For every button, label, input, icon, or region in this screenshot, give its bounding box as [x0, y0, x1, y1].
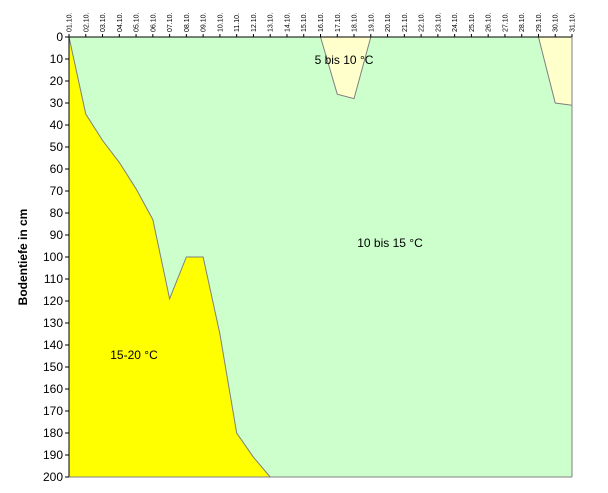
y-tick-label: 110 [44, 272, 63, 286]
y-tick-label: 170 [43, 404, 63, 418]
y-tick-label: 200 [43, 470, 63, 484]
y-tick-label: 130 [43, 316, 63, 330]
boundary-line-5-10-1 [320, 36, 372, 100]
x-tick-label: 24.10. [452, 12, 459, 32]
y-tick-label: 40 [50, 118, 64, 132]
region-labels: 15-20 °C 10 bis 15 °C 5 bis 10 °C [110, 53, 423, 362]
x-tick-label: 11.10. [234, 13, 241, 32]
y-tick-label: 70 [50, 184, 64, 198]
y-axis-ticks: 0 10 20 30 40 50 60 70 80 90 100 110 120 130 140 150 160… [43, 30, 69, 484]
x-tick-label: 29.10. [536, 12, 543, 32]
region-label-15-20: 15-20 °C [110, 348, 158, 362]
boundary-line-5-10-2 [537, 36, 573, 106]
x-tick-label: 28.10. [519, 12, 526, 32]
x-tick-label: 23.10. [435, 12, 442, 32]
x-tick-label: 26.10. [486, 12, 493, 32]
y-tick-label: 30 [50, 96, 64, 110]
x-tick-label: 01.10. [67, 12, 74, 32]
y-tick-label: 180 [43, 426, 63, 440]
y-tick-label: 90 [50, 228, 64, 242]
x-tick-label: 21.10. [402, 12, 409, 32]
boundary-line-15-20 [68, 36, 271, 478]
x-tick-label: 06.10. [150, 12, 157, 32]
x-tick-label: 25.10. [469, 12, 476, 32]
x-tick-label: 13.10. [268, 12, 275, 32]
x-tick-label: 03.10. [100, 12, 107, 32]
x-tick-label: 18.10. [352, 12, 359, 32]
x-tick-label: 20.10. [385, 12, 392, 32]
y-tick-label: 190 [43, 448, 63, 462]
y-tick-label: 80 [50, 206, 64, 220]
y-tick-label: 120 [43, 294, 63, 308]
y-tick-label: 150 [43, 360, 63, 374]
x-tick-label: 07.10. [167, 12, 174, 32]
temperature-regions [68, 36, 573, 478]
region-label-5-10: 5 bis 10 °C [315, 53, 374, 67]
region-label-10-15: 10 bis 15 °C [357, 236, 423, 250]
x-tick-label: 31.10. [570, 12, 577, 32]
y-tick-label: 100 [43, 250, 63, 264]
x-tick-label: 08.10. [184, 12, 191, 32]
x-tick-label: 19.10. [368, 12, 375, 32]
x-tick-label: 14.10. [284, 12, 291, 32]
x-tick-label: 17.10. [335, 12, 342, 32]
y-tick-label: 60 [50, 162, 64, 176]
y-tick-label: 0 [56, 30, 63, 44]
x-axis-ticks: 01.10. 02.10. 03.10. 04.10. 05.10. 06.10. 07.1… [67, 12, 577, 37]
x-tick-label: 02.10. [83, 12, 90, 32]
y-axis-title: Bodentiefe in cm [16, 209, 30, 306]
x-tick-label: 10.10. [217, 12, 224, 32]
region-5-10-patch-2 [538, 37, 572, 106]
x-tick-label: 16.10. [318, 12, 325, 32]
region-15-20 [69, 37, 271, 477]
y-tick-label: 160 [43, 382, 63, 396]
x-tick-label: 27.10. [502, 12, 509, 32]
x-tick-label: 30.10. [553, 12, 560, 32]
y-tick-label: 10 [50, 52, 64, 66]
x-tick-label: 15.10. [301, 12, 308, 32]
y-tick-label: 140 [43, 338, 63, 352]
x-tick-label: 09.10. [201, 12, 208, 32]
x-tick-label: 04.10. [117, 12, 124, 32]
y-tick-label: 50 [50, 140, 64, 154]
x-tick-label: 22.10. [419, 12, 426, 32]
x-tick-label: 05.10. [134, 12, 141, 32]
y-tick-label: 20 [50, 74, 64, 88]
x-tick-label: 12.10. [251, 12, 258, 32]
